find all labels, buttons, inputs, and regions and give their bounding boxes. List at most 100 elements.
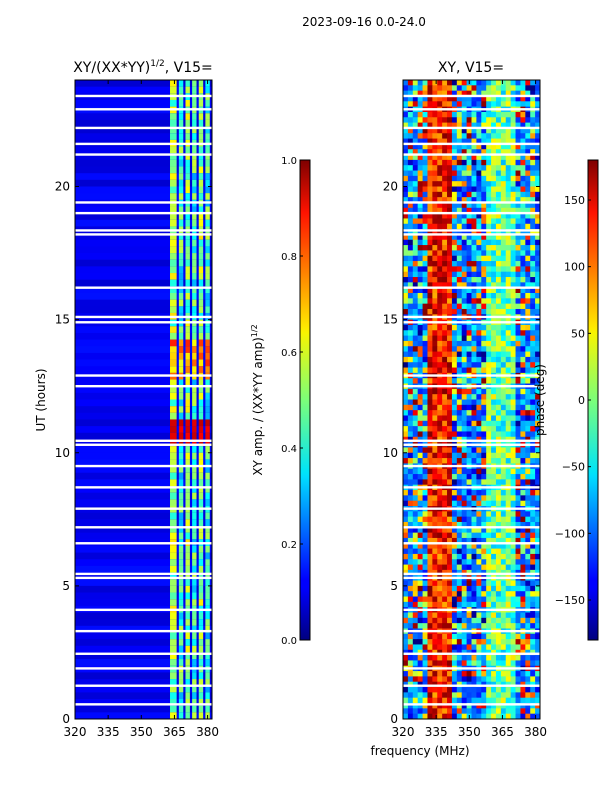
phase-cell [505,80,512,86]
phase-cell [500,676,507,683]
phase-cell [432,324,438,331]
phase-cell [500,495,507,502]
phase-cell [466,133,472,139]
phase-cell [486,213,492,219]
phase-cell [525,197,531,203]
phase-cell [447,495,453,502]
phase-cell [442,633,448,640]
phase-cell [535,324,540,331]
phase-cell [422,431,428,438]
amplitude-band-cell [192,193,197,201]
amplitude-band-cell [205,585,210,594]
amplitude-band-cell [205,332,210,341]
phase-cell [466,250,472,257]
phase-cell [456,399,463,406]
phase-cell [403,623,409,629]
phase-cell [535,500,540,507]
phase-cell [417,356,423,363]
phase-cell [417,660,423,667]
phase-cell [451,490,458,496]
phase-cell [466,452,472,459]
phase-cell [466,655,472,661]
phase-cell [530,447,536,454]
phase-cell [476,303,482,310]
phase-cell [486,474,492,480]
phase-cell [417,324,423,331]
phase-cell [486,580,492,587]
phase-cell [403,101,409,108]
phase-cell [510,527,516,534]
phase-cell [456,287,463,294]
phase-cell [535,143,540,150]
phase-cell [510,255,516,262]
phase-cell [500,633,507,640]
phase-cell [515,154,521,161]
phase-cell [486,404,492,411]
phase-cell [437,415,443,422]
phase-cell [466,170,472,177]
phase-cell [530,133,536,139]
phase-cell [535,346,540,352]
phase-cell [520,585,526,592]
phase-cell [466,516,472,523]
phase-cell [495,532,502,539]
phase-cell [486,490,492,496]
phase-cell [422,708,428,715]
phase-cell [447,239,453,246]
amplitude-band-cell [198,466,204,474]
phase-cell [491,596,497,603]
phase-cell [495,117,502,123]
phase-cell [530,266,536,273]
phase-cell [510,516,516,523]
phase-cell [447,596,453,603]
amplitude-band-cell [185,619,190,627]
amplitude-x-ticks: 320 335 350 365 380 [64,80,219,739]
phase-cell [417,378,423,384]
amplitude-band-cell [205,206,210,214]
phase-cell [422,282,428,289]
phase-cell [447,708,453,715]
phase-cell [437,447,443,454]
phase-cell [481,330,487,336]
phase-cell [447,175,453,182]
amplitude-band-cell [170,279,177,287]
phase-cell [505,474,512,480]
phase-cell [535,420,540,427]
phase-cell [515,617,521,624]
phase-cell [412,447,419,454]
phase-cell [403,543,409,549]
phase-cell [432,223,438,230]
phase-cell [510,655,516,661]
phase-cell [442,197,448,203]
amplitude-band-cell [178,80,184,88]
phase-cell [505,447,512,454]
amplitude-band-cell [170,126,177,134]
amplitude-band-cell [185,153,190,161]
phase-cell [500,697,507,704]
phase-cell [525,521,531,528]
phase-cell [510,692,516,699]
phase-cell [515,202,521,209]
phase-cell [500,175,507,182]
phase-cell [535,447,540,454]
phase-cell [417,80,423,86]
colorbar-tick-label: 150 [564,194,585,207]
phase-cell [520,367,526,374]
phase-cell [466,527,472,534]
phase-cell [515,410,521,416]
phase-cell [461,553,468,560]
phase-cell [432,490,438,496]
phase-cell [437,330,443,336]
phase-cell [461,346,468,352]
phase-cell [535,245,540,251]
phase-cell [412,261,419,267]
phase-cell [481,95,487,102]
amplitude-band-cell [170,426,177,434]
phase-cell [476,95,482,102]
amplitude-band-cell [178,146,184,154]
phase-cell [495,138,502,145]
phase-cell [456,282,463,289]
phase-cell [442,548,448,555]
phase-cell [412,378,419,384]
